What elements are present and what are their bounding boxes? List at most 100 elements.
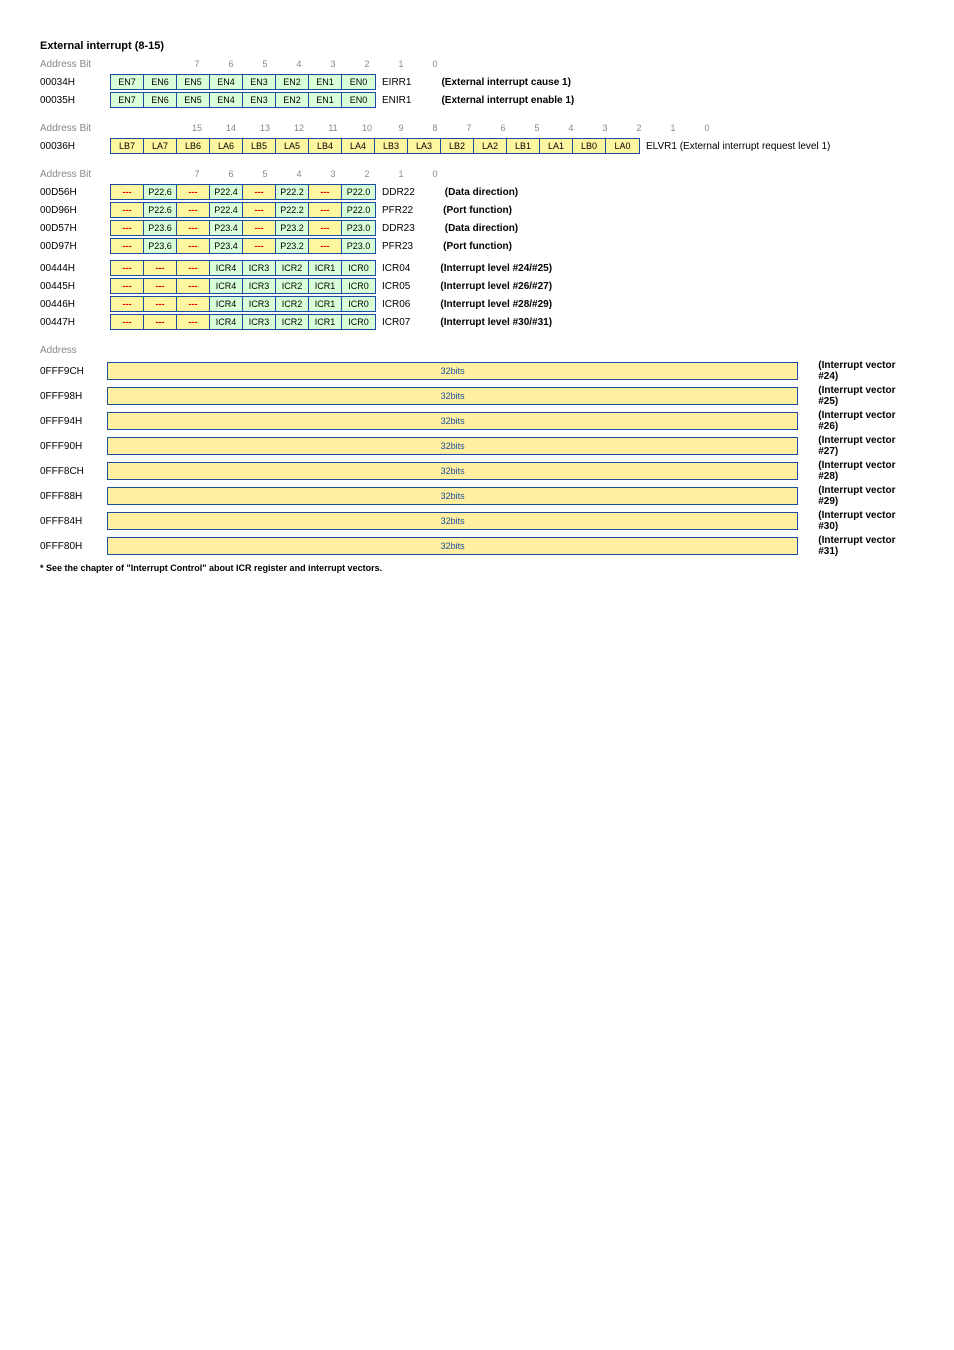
- bit-cell: ICR4: [210, 279, 243, 293]
- bit-cell: P22.0: [342, 203, 375, 217]
- bit-cell: ICR4: [210, 315, 243, 329]
- bit-cell: ICR0: [342, 297, 375, 311]
- register-row: 00D56H---P22.6---P22.4---P22.2---P22.0DD…: [40, 184, 914, 200]
- vector-address: 0FFF98H: [40, 391, 107, 402]
- bit-cell: ---: [111, 203, 144, 217]
- vector-address: 0FFF90H: [40, 441, 107, 452]
- bit-cell: ---: [177, 297, 210, 311]
- bit-cell: ---: [243, 203, 276, 217]
- bit-cell: EN4: [210, 93, 243, 107]
- register-address: 00D97H: [40, 241, 110, 252]
- bit-number: 2: [350, 59, 384, 69]
- bit-cell: LB0: [573, 139, 606, 153]
- address-bit-label: Address Bit: [40, 59, 110, 70]
- vector-address: 0FFF94H: [40, 416, 107, 427]
- bit-cell: ICR0: [342, 279, 375, 293]
- vector-bar: 32bits: [107, 387, 798, 405]
- vector-address: 0FFF88H: [40, 491, 107, 502]
- bit-cells: ---P22.6---P22.4---P22.2---P22.0: [110, 202, 376, 218]
- bit-header-row-2: Address Bit 76543210: [40, 166, 914, 182]
- register-name: ENIR1: [382, 95, 411, 106]
- bit-cell: LA5: [276, 139, 309, 153]
- bit-cells: ---------ICR4ICR3ICR2ICR1ICR0: [110, 296, 376, 312]
- address-bit-label-16: Address Bit: [40, 123, 110, 134]
- vector-bar: 32bits: [107, 437, 798, 455]
- bit-cell: P22.4: [210, 203, 243, 217]
- bit-number: 14: [214, 123, 248, 133]
- bit-cell: ICR4: [210, 261, 243, 275]
- vector-row: 0FFF90H32bits (Interrupt vector #27): [40, 435, 914, 457]
- bit-number: 6: [486, 123, 520, 133]
- register-row: 00445H---------ICR4ICR3ICR2ICR1ICR0ICR05…: [40, 278, 914, 294]
- bit-cells: EN7EN6EN5EN4EN3EN2EN1EN0: [110, 92, 376, 108]
- bit-cell: P23.2: [276, 239, 309, 253]
- address-label-vec: Address: [40, 345, 110, 356]
- vector-label: (Interrupt vector #27): [818, 435, 914, 457]
- bit-cell: ---: [111, 239, 144, 253]
- vector-row: 0FFF88H32bits(Interrupt vector #29): [40, 485, 914, 507]
- bit-cell: ---: [111, 297, 144, 311]
- bit-number: 13: [248, 123, 282, 133]
- bit-cells: LB7LA7LB6LA6LB5LA5LB4LA4LB3LA3LB2LA2LB1L…: [110, 138, 640, 154]
- bit-number: 10: [350, 123, 384, 133]
- bit-number: 6: [214, 169, 248, 179]
- register-description: (Port function): [443, 241, 512, 252]
- bit-cells: ---P23.6---P23.4---P23.2---P23.0: [110, 220, 376, 236]
- bit-number: 5: [520, 123, 554, 133]
- register-description: (Interrupt level #28/#29): [440, 299, 552, 310]
- bit-number: 7: [452, 123, 486, 133]
- bit-number: 5: [248, 59, 282, 69]
- register-row: 00D97H---P23.6---P23.4---P23.2---P23.0PF…: [40, 238, 914, 254]
- register-address: 00447H: [40, 317, 110, 328]
- bit-cell: EN6: [144, 93, 177, 107]
- bit-cell: EN2: [276, 93, 309, 107]
- bit-cell: ICR3: [243, 315, 276, 329]
- bit-cell: EN4: [210, 75, 243, 89]
- register-address: 00444H: [40, 263, 110, 274]
- bit-header-row-1: Address Bit 76543210: [40, 56, 914, 72]
- bit-cell: EN7: [111, 75, 144, 89]
- bit-cell: EN7: [111, 93, 144, 107]
- bit-cell: LA3: [408, 139, 441, 153]
- bit-cells: ---------ICR4ICR3ICR2ICR1ICR0: [110, 314, 376, 330]
- bit-cell: EN1: [309, 93, 342, 107]
- register-name: ICR06: [382, 299, 410, 310]
- register-row: 00D57H---P23.6---P23.4---P23.2---P23.0DD…: [40, 220, 914, 236]
- bit-cell: P23.4: [210, 221, 243, 235]
- bit-cell: ---: [243, 185, 276, 199]
- register-name: PFR22: [382, 205, 413, 216]
- register-name: EIRR1: [382, 77, 411, 88]
- bit-cell: ---: [177, 221, 210, 235]
- bit-cell: LA6: [210, 139, 243, 153]
- bit-cell: LB2: [441, 139, 474, 153]
- bit-number: 0: [418, 169, 452, 179]
- bit-cell: ---: [144, 279, 177, 293]
- register-row: 00035HEN7EN6EN5EN4EN3EN2EN1EN0ENIR1(Exte…: [40, 92, 914, 108]
- vector-bar: 32bits: [107, 487, 798, 505]
- bit-cell: ---: [177, 315, 210, 329]
- bit-cell: P22.0: [342, 185, 375, 199]
- bit-cell: EN3: [243, 93, 276, 107]
- footnote: * See the chapter of "Interrupt Control"…: [40, 563, 914, 573]
- register-description: (External interrupt cause 1): [441, 77, 570, 88]
- bit-cells: ---------ICR4ICR3ICR2ICR1ICR0: [110, 278, 376, 294]
- bit-cell: ---: [177, 261, 210, 275]
- register-row: 00034HEN7EN6EN5EN4EN3EN2EN1EN0EIRR1(Exte…: [40, 74, 914, 90]
- register-description: (Interrupt level #26/#27): [440, 281, 552, 292]
- vector-bar: 32bits: [107, 362, 798, 380]
- bit-cell: EN3: [243, 75, 276, 89]
- register-description: (Interrupt level #24/#25): [440, 263, 552, 274]
- bit-cell: P23.0: [342, 221, 375, 235]
- bit-cell: ICR0: [342, 315, 375, 329]
- bit-cell: EN5: [177, 75, 210, 89]
- bit-cell: P23.2: [276, 221, 309, 235]
- bit-cell: ---: [144, 261, 177, 275]
- bit-cell: LA0: [606, 139, 639, 153]
- bit-cell: LA2: [474, 139, 507, 153]
- register-name: DDR23: [382, 223, 415, 234]
- bit-number: 4: [282, 169, 316, 179]
- bit-cell: ---: [144, 315, 177, 329]
- bit-cell: P23.4: [210, 239, 243, 253]
- register-row: 00036HLB7LA7LB6LA6LB5LA5LB4LA4LB3LA3LB2L…: [40, 138, 914, 154]
- bit-cells: ---------ICR4ICR3ICR2ICR1ICR0: [110, 260, 376, 276]
